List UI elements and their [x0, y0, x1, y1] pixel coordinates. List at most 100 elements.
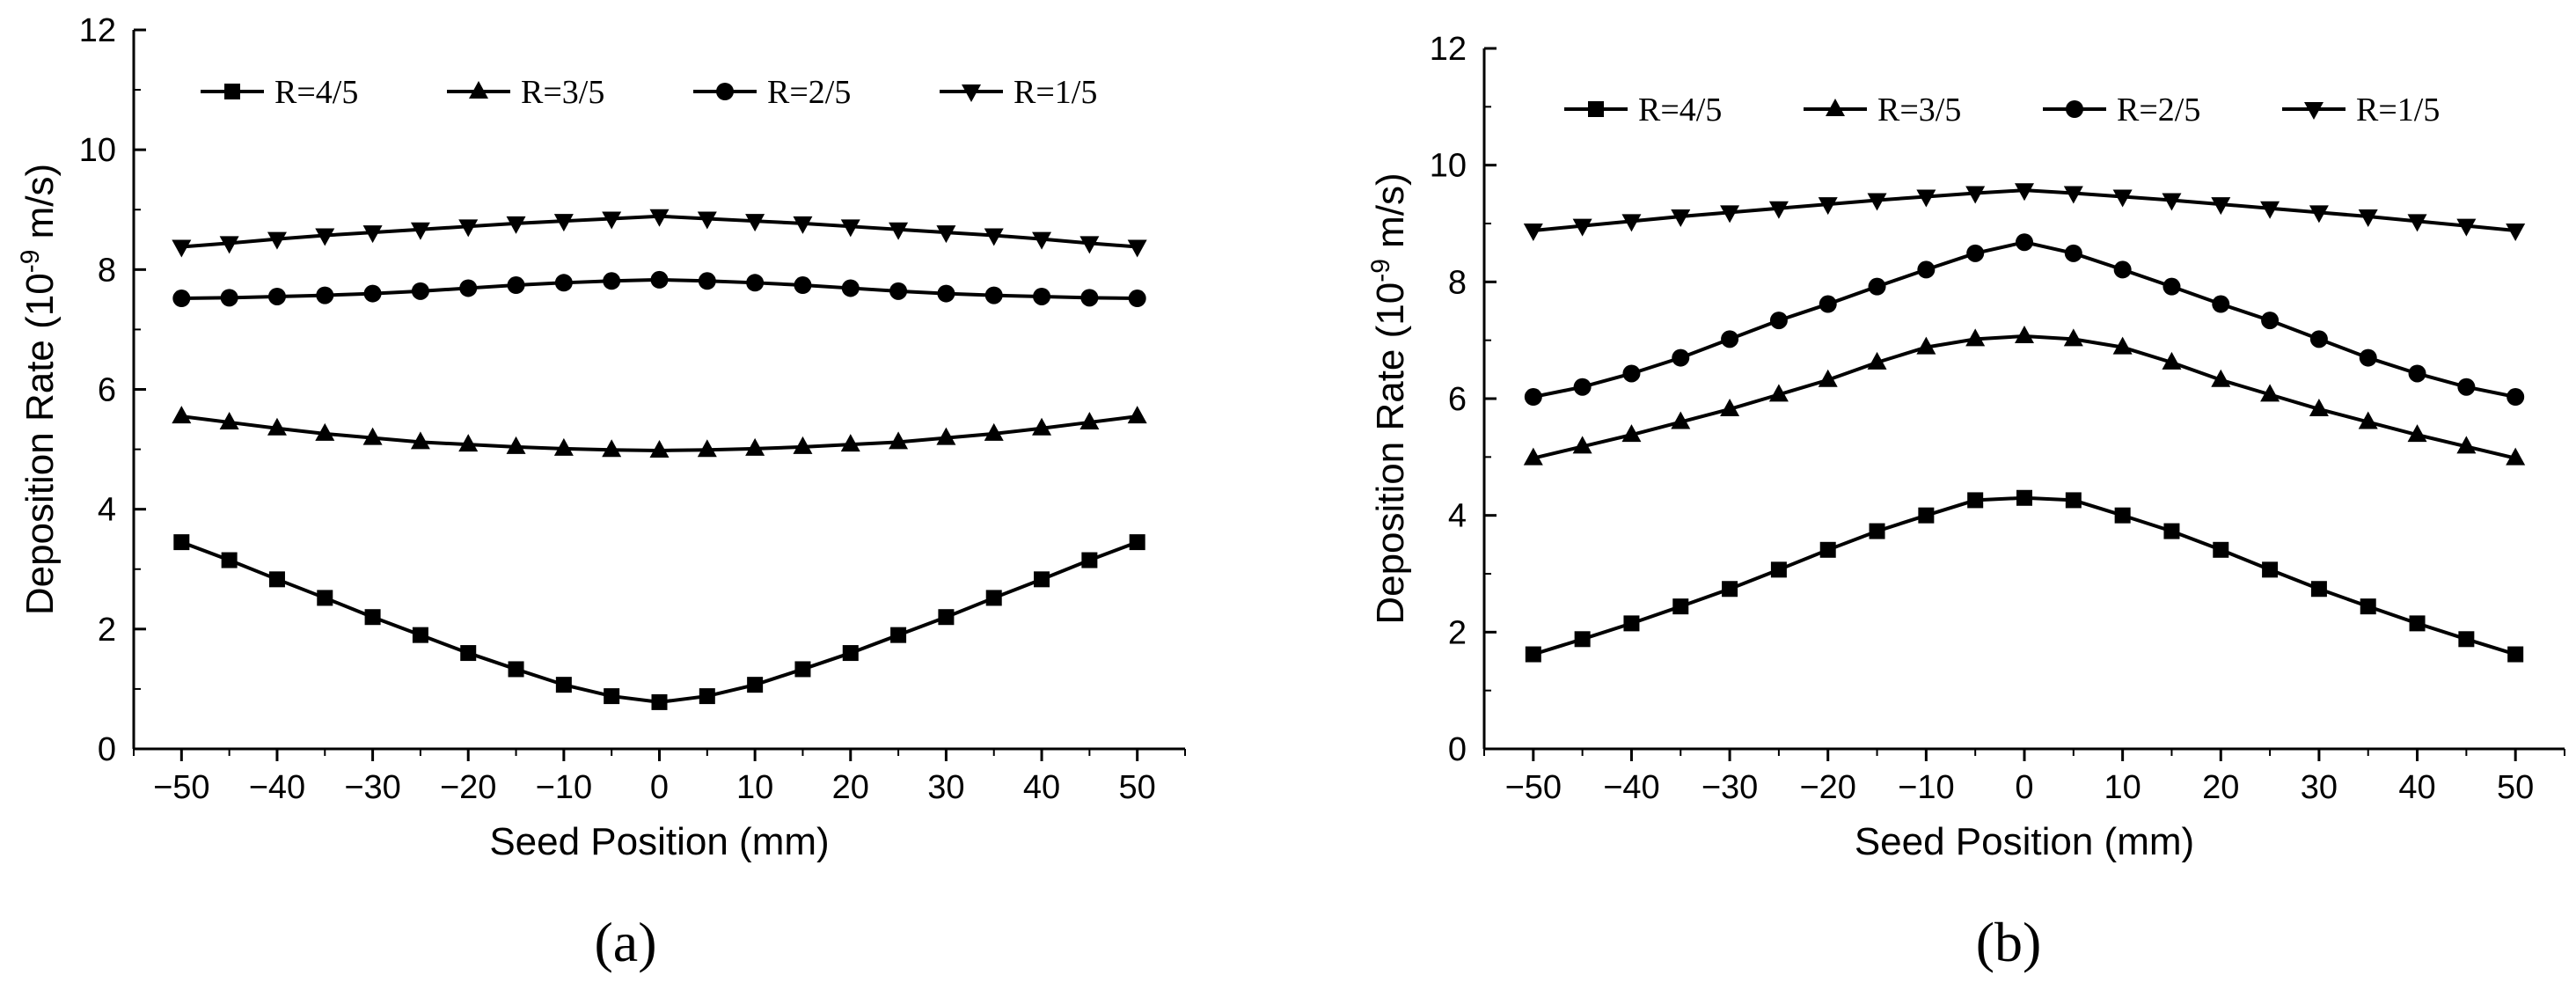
- data-point: [984, 286, 1003, 304]
- data-point: [602, 211, 622, 230]
- data-point: [1722, 581, 1738, 598]
- legend-marker: [2304, 102, 2324, 120]
- y-axis-title-main: Deposition Rate (10: [1369, 282, 1412, 625]
- data-point: [2212, 295, 2230, 313]
- data-point: [1621, 424, 1642, 443]
- legend-label: R=1/5: [2356, 92, 2440, 128]
- series-R=4/5: [1525, 489, 2524, 663]
- data-point: [506, 216, 526, 234]
- data-point: [2114, 507, 2131, 524]
- x-tick-label: 20: [832, 769, 869, 806]
- data-point: [745, 437, 765, 456]
- data-point: [649, 439, 670, 458]
- data-point: [1918, 507, 1935, 524]
- y-tick-label: 10: [79, 132, 116, 169]
- legend-label: R=4/5: [1638, 92, 1722, 128]
- series-line: [180, 540, 1138, 704]
- data-point: [2310, 581, 2327, 598]
- data-point: [1721, 330, 1739, 348]
- data-point: [2408, 364, 2426, 383]
- x-tick-label: −40: [1603, 769, 1659, 806]
- y-tick-label: 12: [1430, 31, 1467, 68]
- data-point: [268, 571, 285, 588]
- data-point: [889, 222, 909, 240]
- data-point: [362, 225, 383, 244]
- data-point: [2112, 189, 2133, 208]
- data-point: [411, 282, 429, 300]
- data-point: [410, 431, 430, 450]
- data-point: [2211, 369, 2231, 387]
- y-tick-label: 2: [98, 612, 116, 649]
- y-axis-title: Deposition Rate (10-9 m/s): [16, 164, 62, 615]
- legend-entry: R=3/5: [447, 74, 604, 111]
- data-point: [1033, 287, 1051, 305]
- series-R=1/5: [172, 209, 1147, 258]
- data-point: [315, 228, 335, 246]
- data-point: [649, 209, 670, 227]
- data-point: [938, 609, 955, 626]
- data-point: [508, 661, 524, 678]
- data-point: [1967, 492, 1984, 509]
- data-point: [2358, 411, 2378, 429]
- data-point: [1770, 561, 1787, 578]
- data-point: [699, 688, 715, 705]
- y-tick-label: 12: [79, 12, 116, 49]
- data-point: [2213, 541, 2229, 558]
- y-tick-label: 8: [98, 252, 116, 289]
- data-point: [220, 289, 238, 307]
- y-tick-label: 6: [1448, 381, 1467, 418]
- data-point: [794, 661, 811, 678]
- data-point: [2016, 233, 2033, 252]
- data-point: [316, 286, 334, 304]
- legend-entry: R=1/5: [940, 74, 1097, 111]
- data-point: [219, 411, 239, 429]
- data-point: [2112, 336, 2133, 355]
- data-point: [1818, 197, 1838, 216]
- data-point: [602, 439, 622, 458]
- data-point: [172, 406, 192, 424]
- data-point: [1524, 388, 1542, 407]
- data-point: [2262, 561, 2279, 578]
- data-point: [2211, 197, 2231, 216]
- data-point: [1869, 523, 1885, 539]
- data-point: [458, 434, 479, 452]
- legend-label: R=2/5: [2117, 92, 2200, 128]
- data-point: [937, 284, 955, 303]
- data-point: [412, 627, 428, 643]
- x-tick-label: −30: [344, 769, 400, 806]
- data-point: [1965, 328, 1986, 347]
- legend-label: R=3/5: [1877, 92, 1961, 128]
- data-point: [2358, 209, 2378, 228]
- data-point: [1523, 223, 1543, 241]
- y-tick-label: 10: [1430, 148, 1467, 185]
- y-axis-title-main: Deposition Rate (10: [18, 273, 62, 615]
- legend-marker: [2066, 100, 2083, 118]
- series-R=3/5: [172, 406, 1147, 458]
- legend-marker: [1588, 101, 1604, 117]
- x-tick-label: 40: [1023, 769, 1060, 806]
- legend-label: R=4/5: [274, 74, 358, 111]
- x-tick-label: 10: [736, 769, 773, 806]
- data-point: [794, 276, 812, 295]
- data-point: [2065, 492, 2082, 509]
- data-point: [889, 431, 909, 450]
- data-point: [460, 645, 477, 662]
- data-point: [1079, 236, 1100, 254]
- y-tick-label: 8: [1448, 264, 1467, 301]
- x-axis-title: Seed Position (mm): [489, 820, 829, 863]
- legend-label: R=3/5: [521, 74, 604, 111]
- data-point: [745, 214, 765, 232]
- data-point: [1916, 336, 1936, 355]
- data-point: [1079, 411, 1100, 429]
- data-point: [746, 274, 765, 292]
- data-point: [1081, 552, 1098, 568]
- data-point: [2309, 330, 2328, 348]
- legend-label: R=2/5: [767, 74, 851, 111]
- x-tick-label: 50: [2497, 769, 2534, 806]
- data-point: [554, 274, 573, 292]
- legend-entry: R=4/5: [201, 74, 358, 111]
- data-point: [1032, 231, 1052, 250]
- chart-panel-a: 0 2 4 6 8 10 12 −50 −40 −30 −20 −10 0 10 20 30 40 50 Seed …: [16, 12, 1186, 973]
- data-point: [1623, 615, 1640, 632]
